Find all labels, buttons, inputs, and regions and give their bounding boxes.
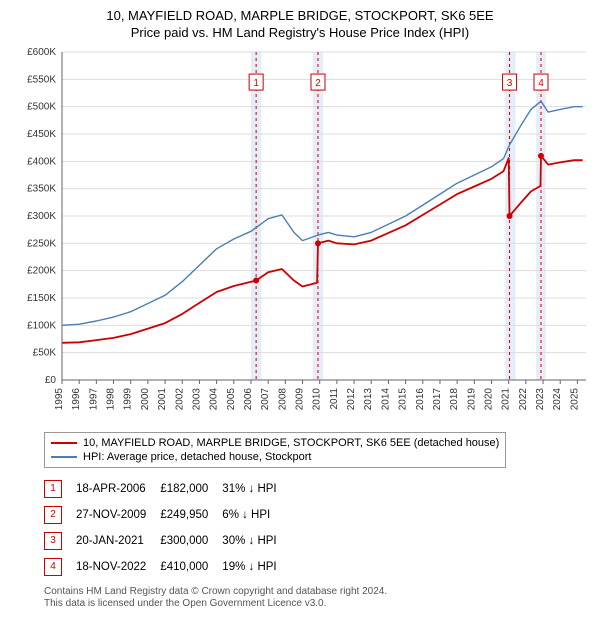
svg-text:2010: 2010 <box>312 387 323 410</box>
tx-delta: 31% ↓ HPI <box>222 476 290 502</box>
svg-text:2013: 2013 <box>363 387 374 410</box>
chart: £0 £50K £100K £150K £200K £250K £300K £350K £400… <box>8 46 592 426</box>
svg-text:1996: 1996 <box>71 387 82 410</box>
svg-text:£150K: £150K <box>27 293 56 304</box>
svg-text:2023: 2023 <box>535 387 546 410</box>
svg-text:3: 3 <box>507 78 513 89</box>
svg-text:£350K: £350K <box>27 183 56 194</box>
table-row: 4 18-NOV-2022£410,00019% ↓ HPI <box>44 554 291 580</box>
tx-marker: 3 <box>44 532 62 550</box>
svg-text:4: 4 <box>538 78 544 89</box>
svg-text:2005: 2005 <box>226 387 237 410</box>
svg-text:£300K: £300K <box>27 211 56 222</box>
tx-date: 27-NOV-2009 <box>76 502 160 528</box>
chart-svg: £0 £50K £100K £150K £200K £250K £300K £350K £400… <box>8 46 592 426</box>
chart-title: 10, MAYFIELD ROAD, MARPLE BRIDGE, STOCKP… <box>8 8 592 42</box>
legend-label: HPI: Average price, detached house, Stoc… <box>83 451 312 463</box>
title-line-1: 10, MAYFIELD ROAD, MARPLE BRIDGE, STOCKP… <box>8 8 592 25</box>
transactions-table: 1 18-APR-2006£182,00031% ↓ HPI 2 27-NOV-200… <box>44 476 291 580</box>
legend-swatch <box>51 456 77 458</box>
svg-text:2021: 2021 <box>501 387 512 410</box>
svg-text:2: 2 <box>315 78 321 89</box>
svg-text:2012: 2012 <box>346 387 357 410</box>
svg-text:2002: 2002 <box>174 387 185 410</box>
table-row: 3 20-JAN-2021£300,00030% ↓ HPI <box>44 528 291 554</box>
tx-marker: 2 <box>44 506 62 524</box>
svg-text:2024: 2024 <box>552 387 563 410</box>
tx-price: £182,000 <box>160 476 222 502</box>
svg-text:2017: 2017 <box>432 387 443 410</box>
tx-date: 18-APR-2006 <box>76 476 160 502</box>
svg-text:1: 1 <box>253 78 259 89</box>
svg-text:1997: 1997 <box>88 387 99 410</box>
svg-text:2022: 2022 <box>518 387 529 410</box>
tx-delta: 30% ↓ HPI <box>222 528 290 554</box>
svg-text:£50K: £50K <box>33 347 57 358</box>
svg-text:£100K: £100K <box>27 320 56 331</box>
svg-text:2015: 2015 <box>398 387 409 410</box>
tx-price: £410,000 <box>160 554 222 580</box>
legend-row: 10, MAYFIELD ROAD, MARPLE BRIDGE, STOCKP… <box>51 436 499 450</box>
svg-text:2018: 2018 <box>449 387 460 410</box>
table-row: 2 27-NOV-2009£249,9506% ↓ HPI <box>44 502 291 528</box>
svg-text:2007: 2007 <box>260 387 271 410</box>
svg-text:2016: 2016 <box>415 387 426 410</box>
legend-label: 10, MAYFIELD ROAD, MARPLE BRIDGE, STOCKP… <box>83 437 499 449</box>
legend-row: HPI: Average price, detached house, Stoc… <box>51 450 499 464</box>
tx-price: £249,950 <box>160 502 222 528</box>
svg-text:2006: 2006 <box>243 387 254 410</box>
tx-date: 18-NOV-2022 <box>76 554 160 580</box>
tx-date: 20-JAN-2021 <box>76 528 160 554</box>
svg-text:1995: 1995 <box>54 387 65 410</box>
legend-swatch <box>51 442 77 444</box>
footer-line-1: Contains HM Land Registry data © Crown c… <box>44 586 592 599</box>
tx-marker: 1 <box>44 480 62 498</box>
tx-delta: 6% ↓ HPI <box>222 502 290 528</box>
svg-text:2001: 2001 <box>157 387 168 410</box>
footer: Contains HM Land Registry data © Crown c… <box>44 586 592 611</box>
svg-text:£250K: £250K <box>27 238 56 249</box>
svg-text:2025: 2025 <box>569 387 580 410</box>
page-container: 10, MAYFIELD ROAD, MARPLE BRIDGE, STOCKP… <box>0 0 600 617</box>
tx-price: £300,000 <box>160 528 222 554</box>
svg-text:£500K: £500K <box>27 101 56 112</box>
svg-text:2009: 2009 <box>295 387 306 410</box>
svg-text:2004: 2004 <box>209 387 220 410</box>
svg-text:2011: 2011 <box>329 387 340 409</box>
svg-text:£600K: £600K <box>27 47 56 58</box>
svg-text:£0: £0 <box>45 375 57 386</box>
table-row: 1 18-APR-2006£182,00031% ↓ HPI <box>44 476 291 502</box>
svg-text:2008: 2008 <box>277 387 288 410</box>
legend: 10, MAYFIELD ROAD, MARPLE BRIDGE, STOCKP… <box>44 432 506 468</box>
svg-text:1998: 1998 <box>106 387 117 410</box>
svg-text:£450K: £450K <box>27 129 56 140</box>
svg-text:2020: 2020 <box>484 387 495 410</box>
svg-text:£550K: £550K <box>27 74 56 85</box>
svg-text:£400K: £400K <box>27 156 56 167</box>
svg-text:2000: 2000 <box>140 387 151 410</box>
svg-text:2003: 2003 <box>191 387 202 410</box>
svg-text:2019: 2019 <box>466 387 477 410</box>
title-line-2: Price paid vs. HM Land Registry's House … <box>8 25 592 42</box>
tx-delta: 19% ↓ HPI <box>222 554 290 580</box>
footer-line-2: This data is licensed under the Open Gov… <box>44 598 592 611</box>
svg-text:1999: 1999 <box>123 387 134 410</box>
tx-marker: 4 <box>44 558 62 576</box>
svg-text:£200K: £200K <box>27 265 56 276</box>
svg-text:2014: 2014 <box>380 387 391 410</box>
